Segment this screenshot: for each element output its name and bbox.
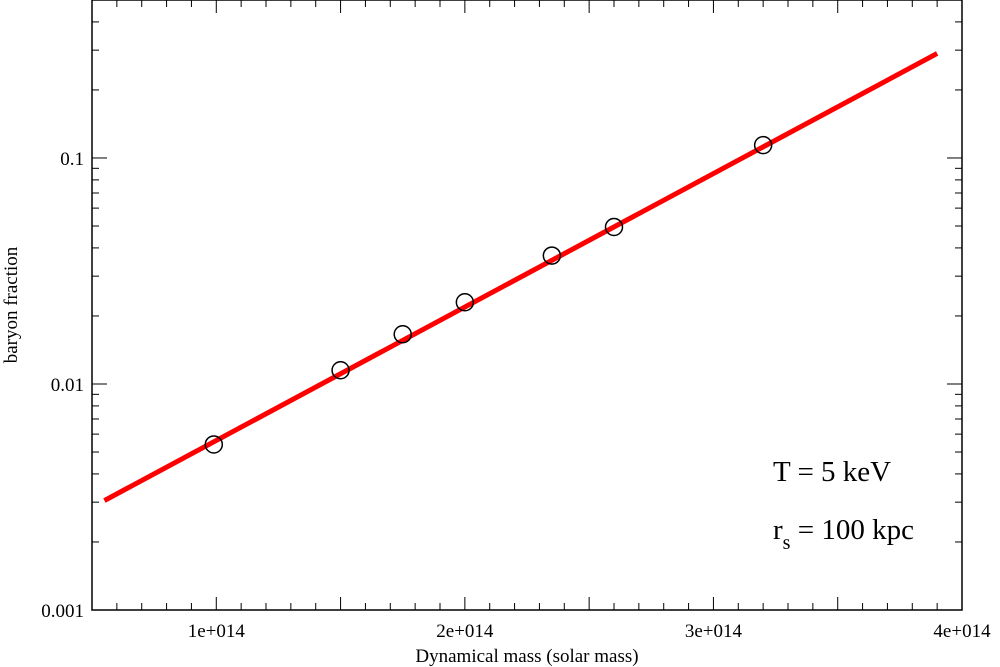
x-tick-label: 2e+014	[436, 621, 494, 642]
y-tick-label: 0.001	[41, 601, 84, 622]
x-tick-label: 1e+014	[188, 621, 246, 642]
data-point	[542, 246, 562, 265]
data-point	[393, 324, 412, 344]
data-point	[204, 435, 224, 454]
data-points	[204, 135, 773, 454]
fit-line	[103, 51, 939, 503]
data-point	[455, 292, 475, 312]
y-tick-label: 0.1	[60, 149, 84, 170]
x-tick-label: 3e+014	[685, 621, 743, 642]
data-point	[753, 135, 773, 155]
annotation-subscript-s: s	[783, 532, 791, 554]
y-tick-label: 0.01	[51, 375, 84, 396]
x-tick-label: 4e+014	[933, 621, 991, 642]
annotation-r: r	[773, 514, 783, 546]
annotation-temperature: T = 5 keV	[773, 456, 891, 488]
axis-ticks	[91, 0, 963, 611]
axis-tick-labels: 1e+014 2e+014 3e+014 4e+014 0.001 0.01 0.1	[41, 149, 991, 642]
data-point	[331, 361, 350, 380]
fit-line-group	[103, 51, 939, 503]
annotation-scale-radius: rs = 100 kpc	[773, 514, 914, 554]
x-axis-title: Dynamical mass (solar mass)	[415, 646, 638, 667]
plot-frame	[91, 0, 963, 611]
annotation-value: = 100 kpc	[790, 514, 913, 546]
data-point	[604, 217, 624, 237]
y-axis-title: baryon fraction	[1, 246, 22, 363]
